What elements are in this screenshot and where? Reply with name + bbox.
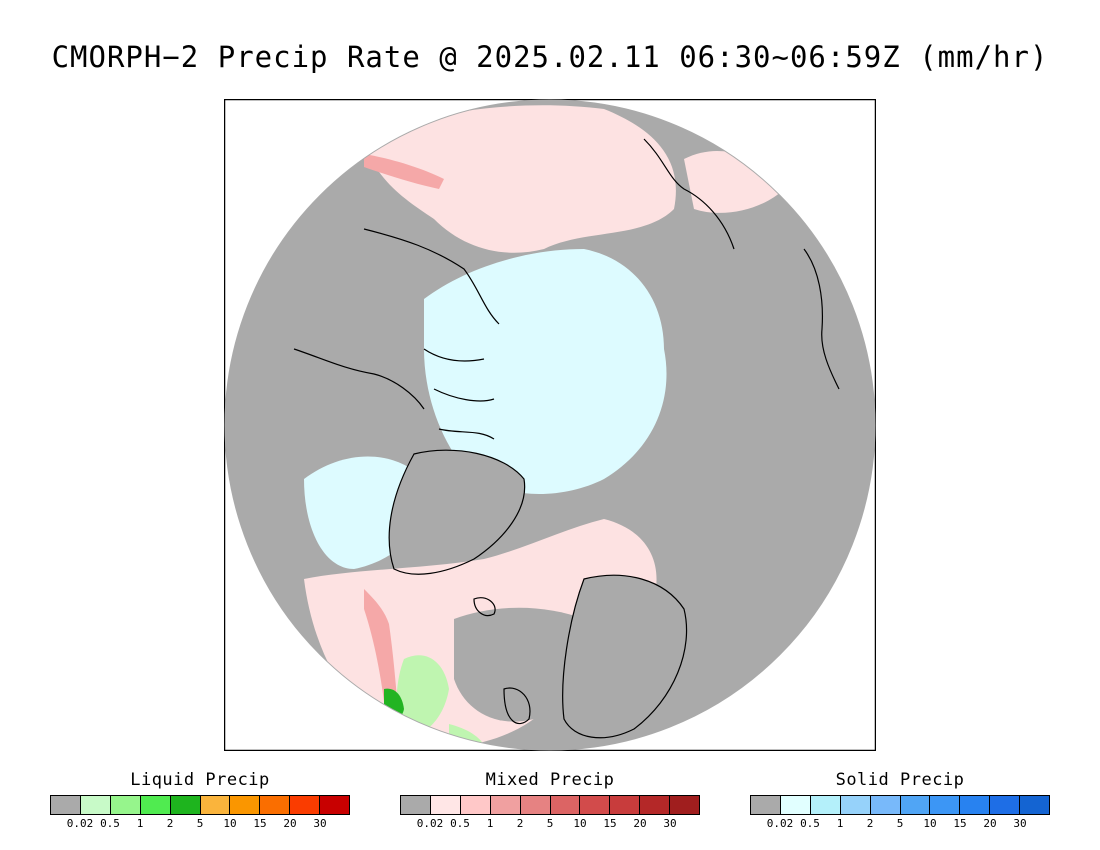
scandinavia-land bbox=[562, 575, 687, 738]
legend-mixed-ticks: 0.02 0.5 1 2 5 10 15 20 30 bbox=[400, 815, 700, 830]
mixed-precip-band-pacific bbox=[364, 154, 444, 189]
legend-swatch bbox=[260, 796, 291, 814]
legend-swatch bbox=[640, 796, 671, 814]
legend-swatch bbox=[401, 796, 431, 814]
legend-tick-label: 2 bbox=[166, 817, 174, 830]
legend-liquid: Liquid Precip 0.02 0.5 1 2 5 10 15 20 30 bbox=[50, 770, 350, 830]
legend-swatch bbox=[140, 796, 171, 814]
legend-swatch bbox=[780, 796, 811, 814]
legend-swatch bbox=[810, 796, 841, 814]
legend-liquid-ticks: 0.02 0.5 1 2 5 10 15 20 30 bbox=[50, 815, 350, 830]
legend-swatch bbox=[870, 796, 901, 814]
legend-swatch bbox=[840, 796, 871, 814]
legend-tick-label: 0.5 bbox=[800, 817, 820, 830]
legend-mixed-swatches bbox=[400, 795, 700, 815]
legend-tick-label: 2 bbox=[516, 817, 524, 830]
legend-swatch bbox=[520, 796, 551, 814]
legend-tick-label: 0.5 bbox=[100, 817, 120, 830]
precip-field bbox=[225, 100, 875, 750]
legend-tick-label: 15 bbox=[953, 817, 967, 830]
legend-tick-label: 30 bbox=[663, 817, 677, 830]
legend-tick-label: 30 bbox=[313, 817, 327, 830]
legend-tick-label: 0.02 bbox=[416, 817, 444, 830]
map-canvas bbox=[224, 99, 876, 751]
legend-tick-label: 20 bbox=[983, 817, 997, 830]
legend-tick-label: 0.02 bbox=[766, 817, 794, 830]
legend-swatch bbox=[430, 796, 461, 814]
legend-tick-label: 10 bbox=[573, 817, 587, 830]
legend-liquid-swatches bbox=[50, 795, 350, 815]
no-precip-atlantic bbox=[454, 607, 587, 722]
legend-swatch bbox=[930, 796, 961, 814]
legend-tick-label: 5 bbox=[546, 817, 554, 830]
legend-tick-label: 10 bbox=[223, 817, 237, 830]
legend-swatch bbox=[550, 796, 581, 814]
legend-swatch bbox=[290, 796, 321, 814]
coastlines bbox=[293, 138, 840, 739]
polar-map bbox=[224, 99, 876, 751]
legend-tick-label: 1 bbox=[486, 817, 494, 830]
legend-tick-label: 5 bbox=[896, 817, 904, 830]
legend-swatch bbox=[990, 796, 1021, 814]
legend-mixed: Mixed Precip 0.02 0.5 1 2 5 10 15 20 30 bbox=[400, 770, 700, 830]
mixed-precip-band-atlantic bbox=[364, 589, 399, 719]
map-disc-edge bbox=[224, 99, 876, 751]
legend-tick-label: 20 bbox=[633, 817, 647, 830]
legend-tick-label: 5 bbox=[196, 817, 204, 830]
legend-swatch bbox=[110, 796, 141, 814]
mixed-precip-pacific bbox=[364, 105, 676, 253]
legend-tick-label: 30 bbox=[1013, 817, 1027, 830]
legend-tick-label: 0.02 bbox=[66, 817, 94, 830]
legend-tick-label: 1 bbox=[136, 817, 144, 830]
legend-tick-label: 2 bbox=[866, 817, 874, 830]
legend-liquid-title: Liquid Precip bbox=[130, 770, 270, 790]
legend-solid-title: Solid Precip bbox=[835, 770, 965, 790]
legend-swatch bbox=[900, 796, 931, 814]
legend-swatch bbox=[320, 796, 350, 814]
legend-swatch bbox=[580, 796, 611, 814]
legend-tick-label: 10 bbox=[923, 817, 937, 830]
legend-swatch bbox=[1020, 796, 1050, 814]
chart-title: CMORPH−2 Precip Rate @ 2025.02.11 06:30~… bbox=[51, 40, 1049, 74]
legend-tick-label: 15 bbox=[253, 817, 267, 830]
legend-swatch bbox=[960, 796, 991, 814]
solid-precip-arctic bbox=[424, 249, 667, 494]
legend-tick-label: 0.5 bbox=[450, 817, 470, 830]
legend-tick-label: 15 bbox=[603, 817, 617, 830]
legend-solid: Solid Precip 0.02 0.5 1 2 5 10 15 20 30 bbox=[750, 770, 1050, 830]
legend-solid-swatches bbox=[750, 795, 1050, 815]
legend-swatch bbox=[751, 796, 781, 814]
legend-swatch bbox=[460, 796, 491, 814]
legend-swatch bbox=[230, 796, 261, 814]
greenland-land bbox=[389, 450, 525, 575]
legend-solid-ticks: 0.02 0.5 1 2 5 10 15 20 30 bbox=[750, 815, 1050, 830]
legend-tick-label: 1 bbox=[836, 817, 844, 830]
legend-mixed-title: Mixed Precip bbox=[485, 770, 615, 790]
legend-tick-label: 20 bbox=[283, 817, 297, 830]
legend-swatch bbox=[490, 796, 521, 814]
legend-swatch bbox=[610, 796, 641, 814]
legend-swatch bbox=[80, 796, 111, 814]
legend-swatch bbox=[51, 796, 81, 814]
legend-swatch bbox=[170, 796, 201, 814]
legend-swatch bbox=[670, 796, 700, 814]
legend-swatch bbox=[200, 796, 231, 814]
